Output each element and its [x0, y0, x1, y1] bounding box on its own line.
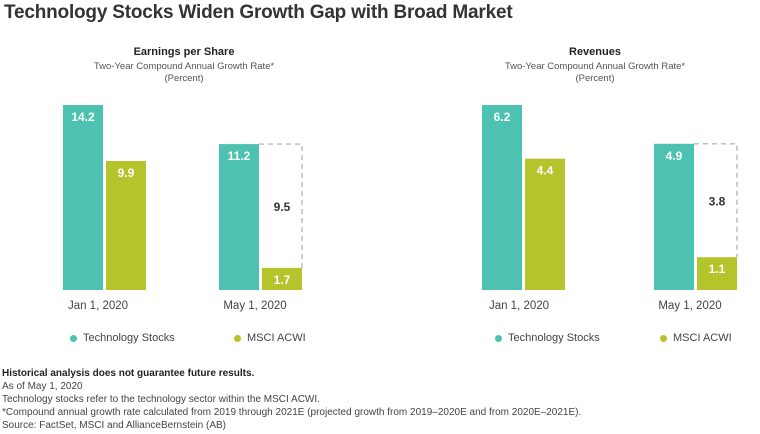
data-label-technology-stocks: 11.2 — [228, 149, 251, 163]
gap-outline — [694, 143, 738, 258]
legend-swatch-acwi — [234, 334, 241, 342]
data-label-technology-stocks: 4.9 — [666, 149, 683, 163]
bar-msci-acwi — [106, 161, 146, 290]
panel-unit-eps: (Percent) — [164, 73, 204, 84]
legend-label-acwi: MSCI ACWI — [247, 332, 306, 344]
legend-item-tech-eps: Technology Stocks — [70, 332, 175, 344]
legend-label-acwi: MSCI ACWI — [673, 332, 732, 344]
bar-technology-stocks — [482, 105, 522, 290]
cagr-note: *Compound annual growth rate calculated … — [2, 407, 582, 418]
category-label: May 1, 2020 — [223, 300, 286, 312]
gap-value-label: 9.5 — [274, 200, 291, 214]
legend-item-acwi-revenues: MSCI ACWI — [660, 332, 732, 344]
disclaimer-note: Historical analysis does not guarantee f… — [2, 368, 255, 379]
bar-technology-stocks — [63, 105, 103, 290]
legend-swatch-acwi — [660, 334, 667, 342]
bar-msci-acwi — [525, 158, 565, 290]
category-label: May 1, 2020 — [658, 300, 721, 312]
panel-unit-revenues: (Percent) — [575, 73, 615, 84]
category-label: Jan 1, 2020 — [68, 300, 128, 312]
gap-value-label: 3.8 — [709, 194, 726, 208]
data-label-msci-acwi: 1.7 — [274, 273, 291, 287]
category-label: Jan 1, 2020 — [489, 300, 549, 312]
legend-item-tech-revenues: Technology Stocks — [495, 332, 600, 344]
legend-swatch-tech — [70, 334, 77, 342]
bar-msci-acwi — [697, 257, 737, 290]
footnotes: Historical analysis does not guarantee f… — [2, 367, 581, 432]
bar-technology-stocks — [219, 144, 259, 290]
data-label-msci-acwi: 4.4 — [537, 164, 554, 178]
data-label-technology-stocks: 14.2 — [71, 110, 95, 124]
panel-title-revenues: Revenues — [569, 46, 621, 58]
chart-title: Technology Stocks Widen Growth Gap with … — [4, 2, 513, 23]
data-label-msci-acwi: 9.9 — [118, 166, 135, 180]
legend-label-tech: Technology Stocks — [508, 332, 600, 344]
source-note: Source: FactSet, MSCI and AllianceBernst… — [2, 420, 226, 431]
data-label-msci-acwi: 1.1 — [709, 262, 726, 276]
legend-swatch-tech — [495, 334, 502, 342]
bar-msci-acwi — [262, 267, 302, 290]
data-label-technology-stocks: 6.2 — [494, 110, 511, 124]
legend-label-tech: Technology Stocks — [83, 332, 175, 344]
as-of-note: As of May 1, 2020 — [2, 381, 83, 392]
panel-subtitle-eps: Two-Year Compound Annual Growth Rate* — [93, 61, 275, 72]
panel-subtitle-revenues: Two-Year Compound Annual Growth Rate* — [504, 61, 686, 72]
bar-technology-stocks — [654, 143, 694, 290]
panel-title-eps: Earnings per Share — [133, 46, 235, 58]
tech-definition-note: Technology stocks refer to the technolog… — [2, 394, 320, 405]
legend-item-acwi-eps: MSCI ACWI — [234, 332, 306, 344]
